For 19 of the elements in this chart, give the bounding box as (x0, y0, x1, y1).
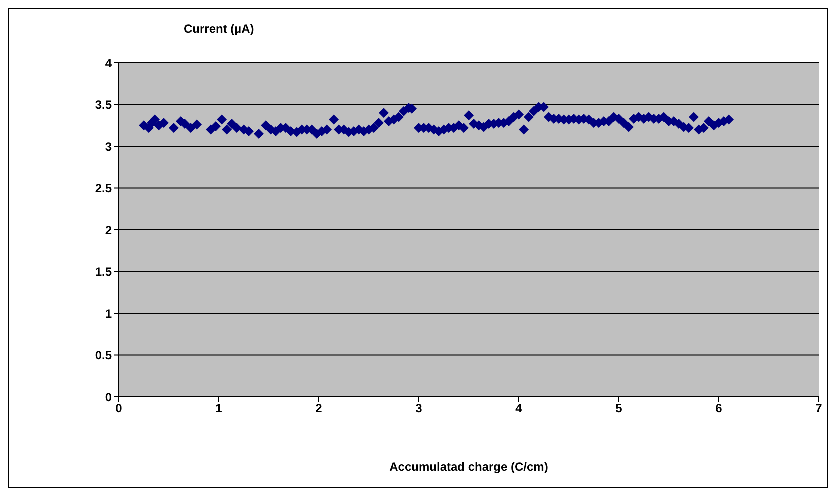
x-tick-label: 3 (416, 402, 423, 416)
y-tick-label: 3 (105, 140, 112, 154)
x-tick-label: 5 (616, 402, 623, 416)
x-tick-label: 7 (816, 402, 823, 416)
y-tick-label: 0.5 (95, 348, 112, 363)
y-tick-label: 4 (105, 56, 112, 70)
y-tick-label: 0 (105, 390, 112, 404)
x-tick-label: 2 (316, 402, 323, 416)
y-tick-label: 3.5 (95, 98, 112, 112)
chart-title: Current (µA) (184, 22, 254, 36)
y-tick-label: 1 (105, 306, 112, 321)
x-tick-label: 1 (216, 402, 223, 416)
x-axis-title: Accumulatad charge (C/cm) (390, 460, 548, 474)
x-tick-label: 0 (116, 402, 123, 416)
x-tick-label: 6 (716, 402, 723, 416)
y-tick-label: 2 (105, 223, 112, 238)
y-tick-label: 2.5 (95, 182, 112, 196)
x-tick-label: 4 (516, 402, 523, 416)
y-tick-label: 1.5 (95, 265, 112, 280)
